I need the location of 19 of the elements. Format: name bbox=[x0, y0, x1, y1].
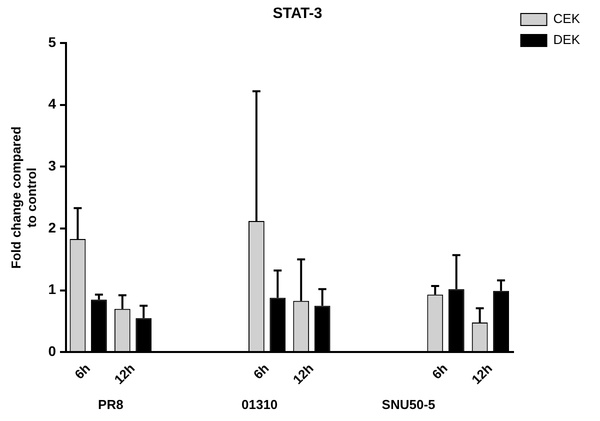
x-tick-label: 12h bbox=[111, 360, 138, 388]
x-tick-label: 12h bbox=[290, 360, 316, 388]
x-tick-label: 6h bbox=[72, 360, 94, 382]
y-tick-label: 0 bbox=[48, 342, 56, 359]
x-tick-label: 6h bbox=[429, 360, 450, 382]
chart-title: STAT-3 bbox=[272, 5, 322, 22]
x-tick-label: 12h bbox=[468, 360, 496, 388]
y-tick-label: 1 bbox=[48, 281, 56, 298]
text: SNU50-5 bbox=[382, 397, 436, 412]
legend-label: CEK bbox=[553, 11, 580, 26]
y-tick-label: 3 bbox=[48, 158, 56, 174]
y-tick-label: 4 bbox=[48, 96, 56, 112]
y-tick-label: 5 bbox=[48, 34, 56, 50]
y-tick-label: 2 bbox=[48, 219, 56, 236]
y-axis-title: Fold change compared to control bbox=[8, 126, 39, 269]
text: 01310 bbox=[242, 397, 278, 412]
text: PR8 bbox=[98, 397, 124, 412]
x-tick-label: 6h bbox=[250, 360, 272, 382]
legend-label: DEK bbox=[553, 32, 580, 48]
